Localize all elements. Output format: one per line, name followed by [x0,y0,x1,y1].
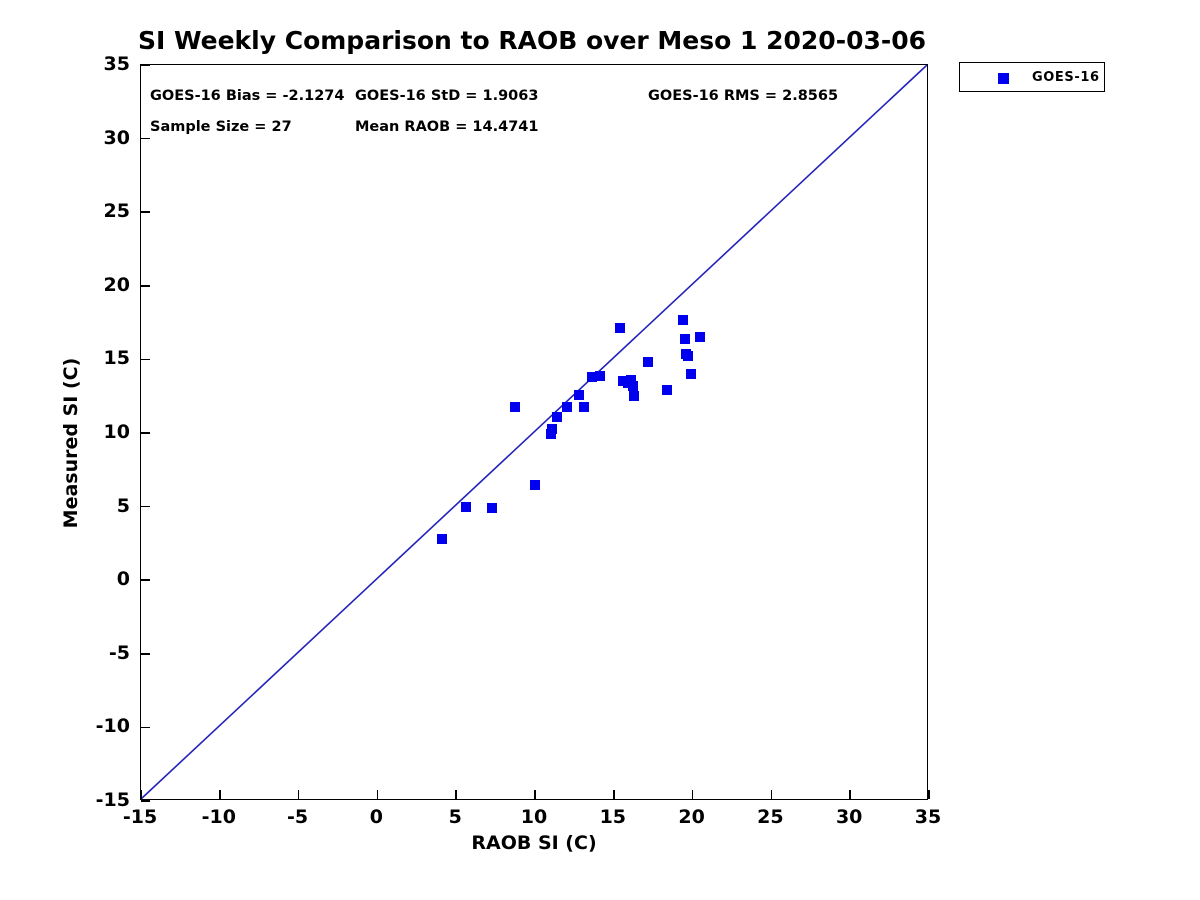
x-axis-title: RAOB SI (C) [471,832,597,854]
data-point [686,369,697,380]
x-tick-label: -10 [201,806,236,828]
y-tick-label: 30 [103,126,130,149]
chart-title: SI Weekly Comparison to RAOB over Meso 1… [137,26,927,55]
x-tick [455,790,457,799]
data-point [578,401,589,412]
x-tick [376,790,379,799]
data-point [682,351,693,362]
y-tick-label: -15 [95,789,130,811]
y-tick-label: 35 [103,53,130,75]
legend-item-label: GOES-16 [1032,70,1100,85]
y-tick-label: 0 [116,568,130,591]
data-point [643,357,654,368]
y-tick [141,505,150,508]
x-tick [297,790,300,799]
y-tick-label: 15 [103,347,130,370]
x-tick-label: 35 [914,806,942,828]
data-point [594,370,605,381]
data-point [615,323,626,334]
x-tick-label: -15 [122,806,158,828]
data-point [437,533,448,544]
x-tick-label: 20 [678,806,705,828]
data-point [574,389,585,400]
x-tick-label: 0 [369,806,384,828]
data-point [487,503,498,514]
y-tick-label: 20 [103,273,130,296]
data-point [629,391,640,402]
x-tick [928,790,930,799]
data-point [530,479,540,490]
x-tick [613,790,615,799]
y-tick-label: 5 [116,494,130,517]
y-tick [141,726,150,729]
x-tick [770,790,773,799]
y-tick-label: -5 [108,641,130,664]
data-point [545,429,556,440]
data-point [509,401,520,412]
x-tick [534,790,536,799]
data-point [552,411,563,422]
legend: GOES-16 [959,62,1105,92]
annotation-std: GOES-16 StD = 1.9063 [355,88,539,104]
data-point [695,332,706,343]
x-tick-label: 15 [599,806,627,828]
y-tick [141,64,150,66]
legend-marker-icon [998,73,1009,84]
annotation-mean-raob: Mean RAOB = 14.4741 [355,119,539,135]
data-point [626,375,637,385]
annotation-bias: GOES-16 Bias = -2.1274 [150,88,345,104]
data-point [627,380,638,391]
y-tick-label: 10 [103,421,130,443]
x-tick [140,790,142,799]
annotation-sample-size: Sample Size = 27 [150,119,292,135]
data-point [662,385,673,396]
x-tick [219,790,221,799]
data-point [547,423,558,434]
y-tick [141,285,150,287]
data-point [586,372,597,383]
one-to-one-reference-line [140,64,928,800]
x-tick [849,790,851,799]
y-axis-title: Measured SI (C) [60,357,82,529]
x-tick-label: 25 [757,806,784,828]
x-tick [691,790,694,799]
y-tick [141,653,150,655]
y-tick [141,432,150,434]
data-point [678,314,689,325]
x-tick-label: -5 [287,806,309,828]
y-tick [141,579,150,581]
plot-area [140,64,930,802]
data-point [561,401,572,412]
y-tick [141,211,150,213]
y-tick [141,137,150,140]
annotation-rms: GOES-16 RMS = 2.8565 [648,88,839,104]
data-point [460,501,471,512]
x-tick-label: 30 [835,806,863,828]
y-tick-label: -10 [95,715,130,738]
y-tick [141,358,150,361]
x-tick-label: 5 [448,806,462,828]
x-tick-label: 10 [520,806,548,828]
data-point [679,333,690,344]
y-tick [141,800,150,802]
y-tick-label: 25 [103,200,130,223]
